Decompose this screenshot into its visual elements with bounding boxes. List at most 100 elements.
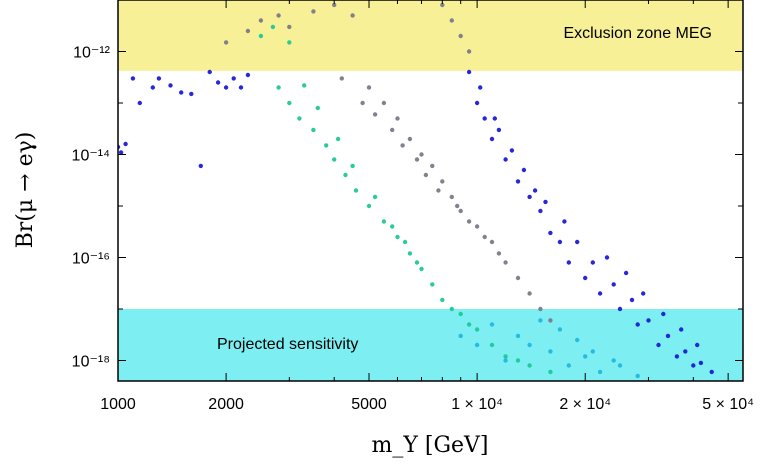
- point-s0-25: [548, 230, 553, 236]
- point-s1-34: [423, 172, 429, 178]
- band-0: [118, 0, 743, 71]
- point-s2-2: [297, 116, 302, 121]
- point-s1-30: [372, 112, 378, 117]
- tick-group: [117, 0, 743, 381]
- point-s1-25: [449, 18, 454, 23]
- point-s0-7: [168, 83, 173, 88]
- point-s3-4: [548, 349, 553, 354]
- point-s0-32: [656, 342, 661, 348]
- point-s1-35: [436, 188, 441, 193]
- x-tick-label-2: 5000: [351, 396, 387, 413]
- point-s0-44: [646, 318, 651, 323]
- point-s3-0: [458, 333, 463, 339]
- point-s0-22: [515, 179, 521, 184]
- point-s0-5: [150, 85, 155, 90]
- point-s0-15: [238, 85, 244, 90]
- point-s1-14: [440, 179, 445, 184]
- point-s1-11: [407, 136, 413, 142]
- point-s1-6: [332, 2, 337, 8]
- point-s0-53: [623, 270, 629, 276]
- point-s3-9: [635, 373, 640, 379]
- band-1: [118, 309, 743, 381]
- x-tick-label-4: 2 × 10⁴: [559, 396, 611, 413]
- point-s0-47: [698, 360, 704, 366]
- point-s3-7: [597, 369, 603, 375]
- point-s1-8: [366, 85, 372, 90]
- point-s1-1: [245, 28, 251, 34]
- y-axis-label: Br(μ → eγ): [13, 132, 38, 249]
- point-s1-3: [276, 13, 281, 18]
- point-s0-48: [478, 85, 483, 90]
- point-s1-21: [527, 291, 532, 296]
- point-s0-14: [231, 76, 236, 81]
- band-group: [118, 0, 743, 381]
- point-s0-10: [198, 163, 203, 169]
- point-s1-17: [474, 224, 480, 229]
- point-s2-25: [315, 105, 320, 111]
- point-s0-21: [503, 157, 508, 162]
- point-s0-28: [583, 275, 588, 281]
- point-s0-3: [130, 76, 136, 81]
- x-axis-label: m_Y [GeV]: [371, 433, 488, 458]
- point-s2-11: [407, 251, 413, 256]
- point-s0-40: [575, 239, 580, 245]
- point-s1-32: [400, 143, 405, 148]
- point-s1-13: [430, 163, 435, 169]
- point-s2-12: [419, 266, 424, 272]
- point-s1-18: [489, 239, 495, 245]
- point-s0-29: [597, 291, 603, 296]
- point-s0-16: [245, 72, 251, 78]
- point-s0-9: [189, 91, 194, 97]
- point-s1-15: [449, 194, 454, 200]
- point-s2-17: [489, 342, 495, 348]
- point-s1-16: [458, 208, 463, 214]
- point-s2-10: [395, 234, 400, 240]
- point-s2-14: [440, 297, 445, 303]
- point-s2-5: [332, 157, 337, 162]
- band-label-0: Exclusion zone MEG: [563, 25, 712, 42]
- point-s0-20: [489, 136, 495, 142]
- point-s0-6: [156, 76, 162, 81]
- point-s0-19: [482, 116, 487, 121]
- point-s1-31: [390, 127, 395, 133]
- point-s2-32: [449, 306, 454, 312]
- point-s2-23: [287, 40, 292, 45]
- point-s1-0: [223, 40, 229, 45]
- point-s1-7: [350, 13, 355, 18]
- point-s0-24: [538, 208, 543, 214]
- point-s3-16: [611, 358, 616, 363]
- point-s0-38: [521, 167, 527, 173]
- point-s1-4: [287, 24, 292, 30]
- point-s0-54: [641, 291, 646, 296]
- y-tick-label-3: 10⁻¹⁸: [72, 354, 110, 371]
- point-s0-1: [118, 150, 124, 155]
- point-s2-28: [372, 194, 378, 200]
- band-label-group: Exclusion zone MEG Projected sensitivity: [217, 25, 712, 353]
- point-s2-29: [390, 224, 395, 229]
- point-s2-34: [515, 358, 521, 363]
- point-s1-9: [381, 100, 387, 106]
- point-s3-13: [557, 327, 563, 332]
- point-s1-23: [548, 318, 553, 323]
- point-s1-27: [466, 49, 472, 54]
- point-s1-12: [419, 152, 424, 157]
- y-tick-label-0: 10⁻¹²: [73, 45, 111, 62]
- x-tick-label-0: 1000: [100, 396, 136, 413]
- point-s0-2: [123, 141, 128, 147]
- point-s0-34: [691, 363, 696, 368]
- point-s0-49: [492, 116, 497, 121]
- point-s2-7: [353, 188, 359, 193]
- point-s1-26: [458, 33, 463, 39]
- point-s2-31: [414, 260, 420, 265]
- x-tick-label-1: 2000: [208, 396, 244, 413]
- point-s2-8: [366, 203, 372, 209]
- point-s2-1: [287, 100, 292, 106]
- point-s0-55: [661, 311, 666, 317]
- point-s1-5: [311, 9, 316, 14]
- point-s2-6: [343, 172, 348, 178]
- point-s1-2: [258, 18, 264, 23]
- tick-label-group: 1000 2000 5000 1 × 10⁴ 2 × 10⁴ 5 × 10⁴ 10⁻¹² 10…: [72, 45, 755, 413]
- points-group: [118, 2, 714, 379]
- point-s0-4: [137, 100, 142, 106]
- point-s0-50: [532, 188, 538, 193]
